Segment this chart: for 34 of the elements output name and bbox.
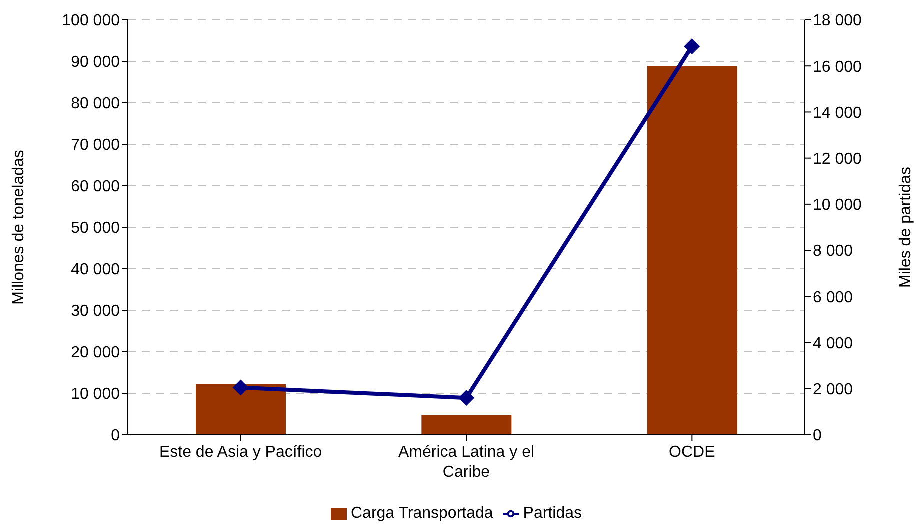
y2-tick-label: 14 000 [813,104,862,122]
bar [647,66,738,435]
y2-tick-label: 6 000 [813,289,854,306]
y-tick-label: 70 000 [71,137,120,154]
y-tick-label: 20 000 [71,344,120,362]
y-axis-title: Millones de toneladas [10,150,28,305]
y-tick-label: 100 000 [62,12,120,30]
x-tick-label: América Latina y el Caribe [398,444,535,481]
y2-tick-label: 18 000 [813,12,862,30]
y2-tick-label: 10 000 [813,197,862,214]
point [684,38,700,55]
y2-tick-label: 12 000 [813,151,862,168]
legend-label: Partidas [523,505,582,522]
y2-tick-label: 8 000 [813,243,854,260]
y-tick-label: 90 000 [71,54,120,72]
x-tick-label: Este de Asia y Pacífico [159,444,322,461]
y-tick-label: 80 000 [71,96,120,113]
y-tick-label: 10 000 [71,386,120,404]
y-tick-label: 0 [111,428,120,445]
y-tick-label: 30 000 [71,303,120,320]
x-tick-label: OCDE [669,444,716,461]
bar [196,384,286,435]
point [458,390,474,406]
y-tick-label: 60 000 [71,178,120,196]
y2-tick-label: 0 [813,428,822,445]
legend-label: Carga Transportada [350,505,494,522]
y2-axis-title: Miles de partidas [898,167,915,288]
y2-tick-label: 4 000 [813,335,854,352]
point [232,380,249,396]
y2-tick-label: 2 000 [813,382,854,399]
y2-tick-label: 16 000 [813,58,862,76]
y-tick-label: 50 000 [71,220,120,238]
y-tick-label: 40 000 [71,262,120,279]
bar [422,415,512,435]
